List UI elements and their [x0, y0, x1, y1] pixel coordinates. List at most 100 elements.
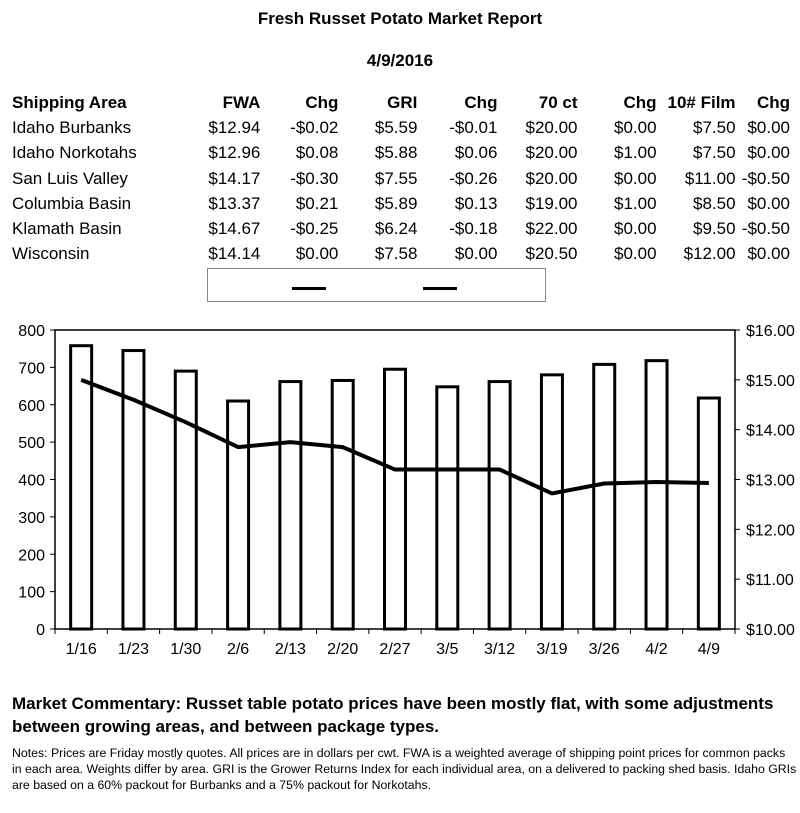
- col-header-gri: GRI: [387, 92, 418, 112]
- price-cell: $5.59: [374, 117, 418, 137]
- y-right-tick-label: $14.00: [746, 423, 795, 440]
- price-cell: $11.00: [684, 168, 736, 188]
- price-cell: -$0.30: [290, 168, 339, 188]
- bar: [330, 378, 355, 631]
- bar: [226, 399, 251, 631]
- y-right-tick-label: $13.00: [746, 473, 795, 490]
- table-row: Idaho Norkotahs $12.96 $0.08 $5.88 $0.06 $20.…: [12, 141, 790, 166]
- price-cell: $12.94: [208, 117, 261, 137]
- table-header-row: Shipping Area FWA Chg GRI Chg 70 ct Chg …: [12, 90, 790, 115]
- shipping-area-cell: Wisconsin: [12, 244, 90, 264]
- bar: [539, 373, 564, 631]
- price-cell: $9.50: [693, 219, 736, 239]
- col-header-10film: 10# Film: [667, 92, 736, 112]
- x-tick-label: 2/13: [275, 641, 306, 658]
- price-cell: -$0.50: [741, 219, 790, 239]
- price-cell: $0.00: [747, 117, 790, 137]
- y-right-tick-label: $16.00: [746, 323, 795, 340]
- col-header-fwa-chg: Chg: [305, 92, 339, 112]
- price-cell: -$0.50: [741, 168, 790, 188]
- price-cell: $0.00: [613, 244, 657, 264]
- price-cell: $13.37: [208, 193, 261, 213]
- price-cell: -$0.26: [449, 168, 498, 188]
- price-chart: 0 100 200 300 400 500 600 700 800 $10.00 $11.00 $12…: [18, 323, 795, 658]
- price-cell: $1.00: [613, 193, 657, 213]
- bar: [696, 396, 721, 631]
- price-cell: $0.08: [295, 143, 339, 163]
- price-cell: $22.00: [525, 219, 578, 239]
- price-cell: $0.00: [295, 244, 339, 264]
- bar: [435, 385, 460, 631]
- col-header-fwa: FWA: [222, 92, 261, 112]
- y-left-tick-label: 500: [18, 435, 45, 452]
- x-tick-label: 3/12: [484, 641, 515, 658]
- x-tick-label: 2/27: [379, 641, 410, 658]
- x-tick-label: 3/26: [589, 641, 620, 658]
- x-tick-label: 4/9: [698, 641, 720, 658]
- price-cell: $12.96: [208, 143, 261, 163]
- price-cell: $19.00: [525, 193, 578, 213]
- price-cell: $0.00: [613, 219, 657, 239]
- x-tick-label: 3/19: [536, 641, 567, 658]
- price-table: Shipping Area FWA Chg GRI Chg 70 ct Chg …: [12, 90, 790, 267]
- bar: [383, 367, 407, 631]
- legend-swatch-bars: [292, 287, 326, 290]
- bar: [592, 362, 617, 631]
- bar: [173, 369, 198, 631]
- price-cell: $7.50: [693, 143, 736, 163]
- col-header-10film-chg: Chg: [756, 92, 790, 112]
- report-title: Fresh Russet Potato Market Report: [257, 9, 543, 28]
- market-commentary: Market Commentary: Russet table potato p…: [12, 694, 774, 736]
- price-cell: $0.13: [454, 193, 498, 213]
- price-cell: -$0.01: [449, 117, 498, 137]
- y-left-tick-label: 600: [18, 398, 45, 415]
- bar: [121, 349, 146, 631]
- shipping-area-cell: Klamath Basin: [12, 219, 122, 239]
- price-cell: $7.50: [693, 117, 736, 137]
- y-right-tick-label: $15.00: [746, 373, 795, 390]
- x-tick-label: 2/20: [327, 641, 358, 658]
- shipping-area-cell: Columbia Basin: [12, 193, 132, 213]
- y-left-tick-label: 100: [18, 585, 45, 602]
- price-cell: $6.24: [374, 219, 418, 239]
- bar: [69, 344, 94, 631]
- price-cell: $14.17: [208, 168, 261, 188]
- y-left-tick-label: 400: [18, 473, 45, 490]
- price-cell: $7.58: [374, 244, 418, 264]
- notes: Notes: Prices are Friday mostly quotes. …: [12, 746, 797, 792]
- price-cell: $5.88: [374, 143, 418, 163]
- y-right-tick-label: $10.00: [746, 622, 795, 639]
- x-tick-label: 1/16: [66, 641, 97, 658]
- x-tick-label: 2/6: [227, 641, 249, 658]
- col-header-70ct: 70 ct: [538, 92, 578, 112]
- price-cell: $20.50: [525, 244, 578, 264]
- x-tick-label: 3/5: [436, 641, 458, 658]
- col-header-shipping-area: Shipping Area: [12, 92, 127, 112]
- price-cell: -$0.18: [449, 219, 498, 239]
- price-cell: $0.00: [613, 117, 657, 137]
- price-cell: $20.00: [525, 143, 578, 163]
- table-row: Wisconsin $14.14 $0.00 $7.58 $0.00 $20.50 $0.0…: [12, 242, 790, 267]
- price-cell: $14.14: [208, 244, 261, 264]
- bar: [644, 359, 669, 631]
- shipping-area-cell: Idaho Burbanks: [12, 117, 132, 137]
- x-tick-label: 4/2: [645, 641, 667, 658]
- y-right-tick-label: $12.00: [746, 522, 795, 539]
- price-cell: $5.89: [374, 193, 418, 213]
- price-cell: $0.00: [747, 193, 790, 213]
- price-cell: $7.55: [374, 168, 418, 188]
- price-cell: $0.00: [613, 168, 657, 188]
- price-cell: $14.67: [208, 219, 261, 239]
- price-cell: $8.50: [693, 193, 736, 213]
- price-cell: -$0.25: [290, 219, 339, 239]
- table-row: Idaho Burbanks $12.94 -$0.02 $5.59 -$0.01 $20…: [12, 115, 790, 140]
- y-left-tick-label: 300: [18, 510, 45, 527]
- table-row: Klamath Basin $14.67 -$0.25 $6.24 -$0.18 $22.…: [12, 216, 790, 241]
- shipping-area-cell: Idaho Norkotahs: [12, 143, 137, 163]
- y-left-tick-label: 0: [36, 622, 45, 639]
- table-row: Columbia Basin $13.37 $0.21 $5.89 $0.13 $19.0…: [12, 191, 790, 216]
- y-right-tick-label: $11.00: [746, 572, 794, 589]
- price-cell: $0.00: [747, 244, 790, 264]
- price-cell: $0.21: [295, 193, 339, 213]
- x-tick-label: 1/23: [118, 641, 149, 658]
